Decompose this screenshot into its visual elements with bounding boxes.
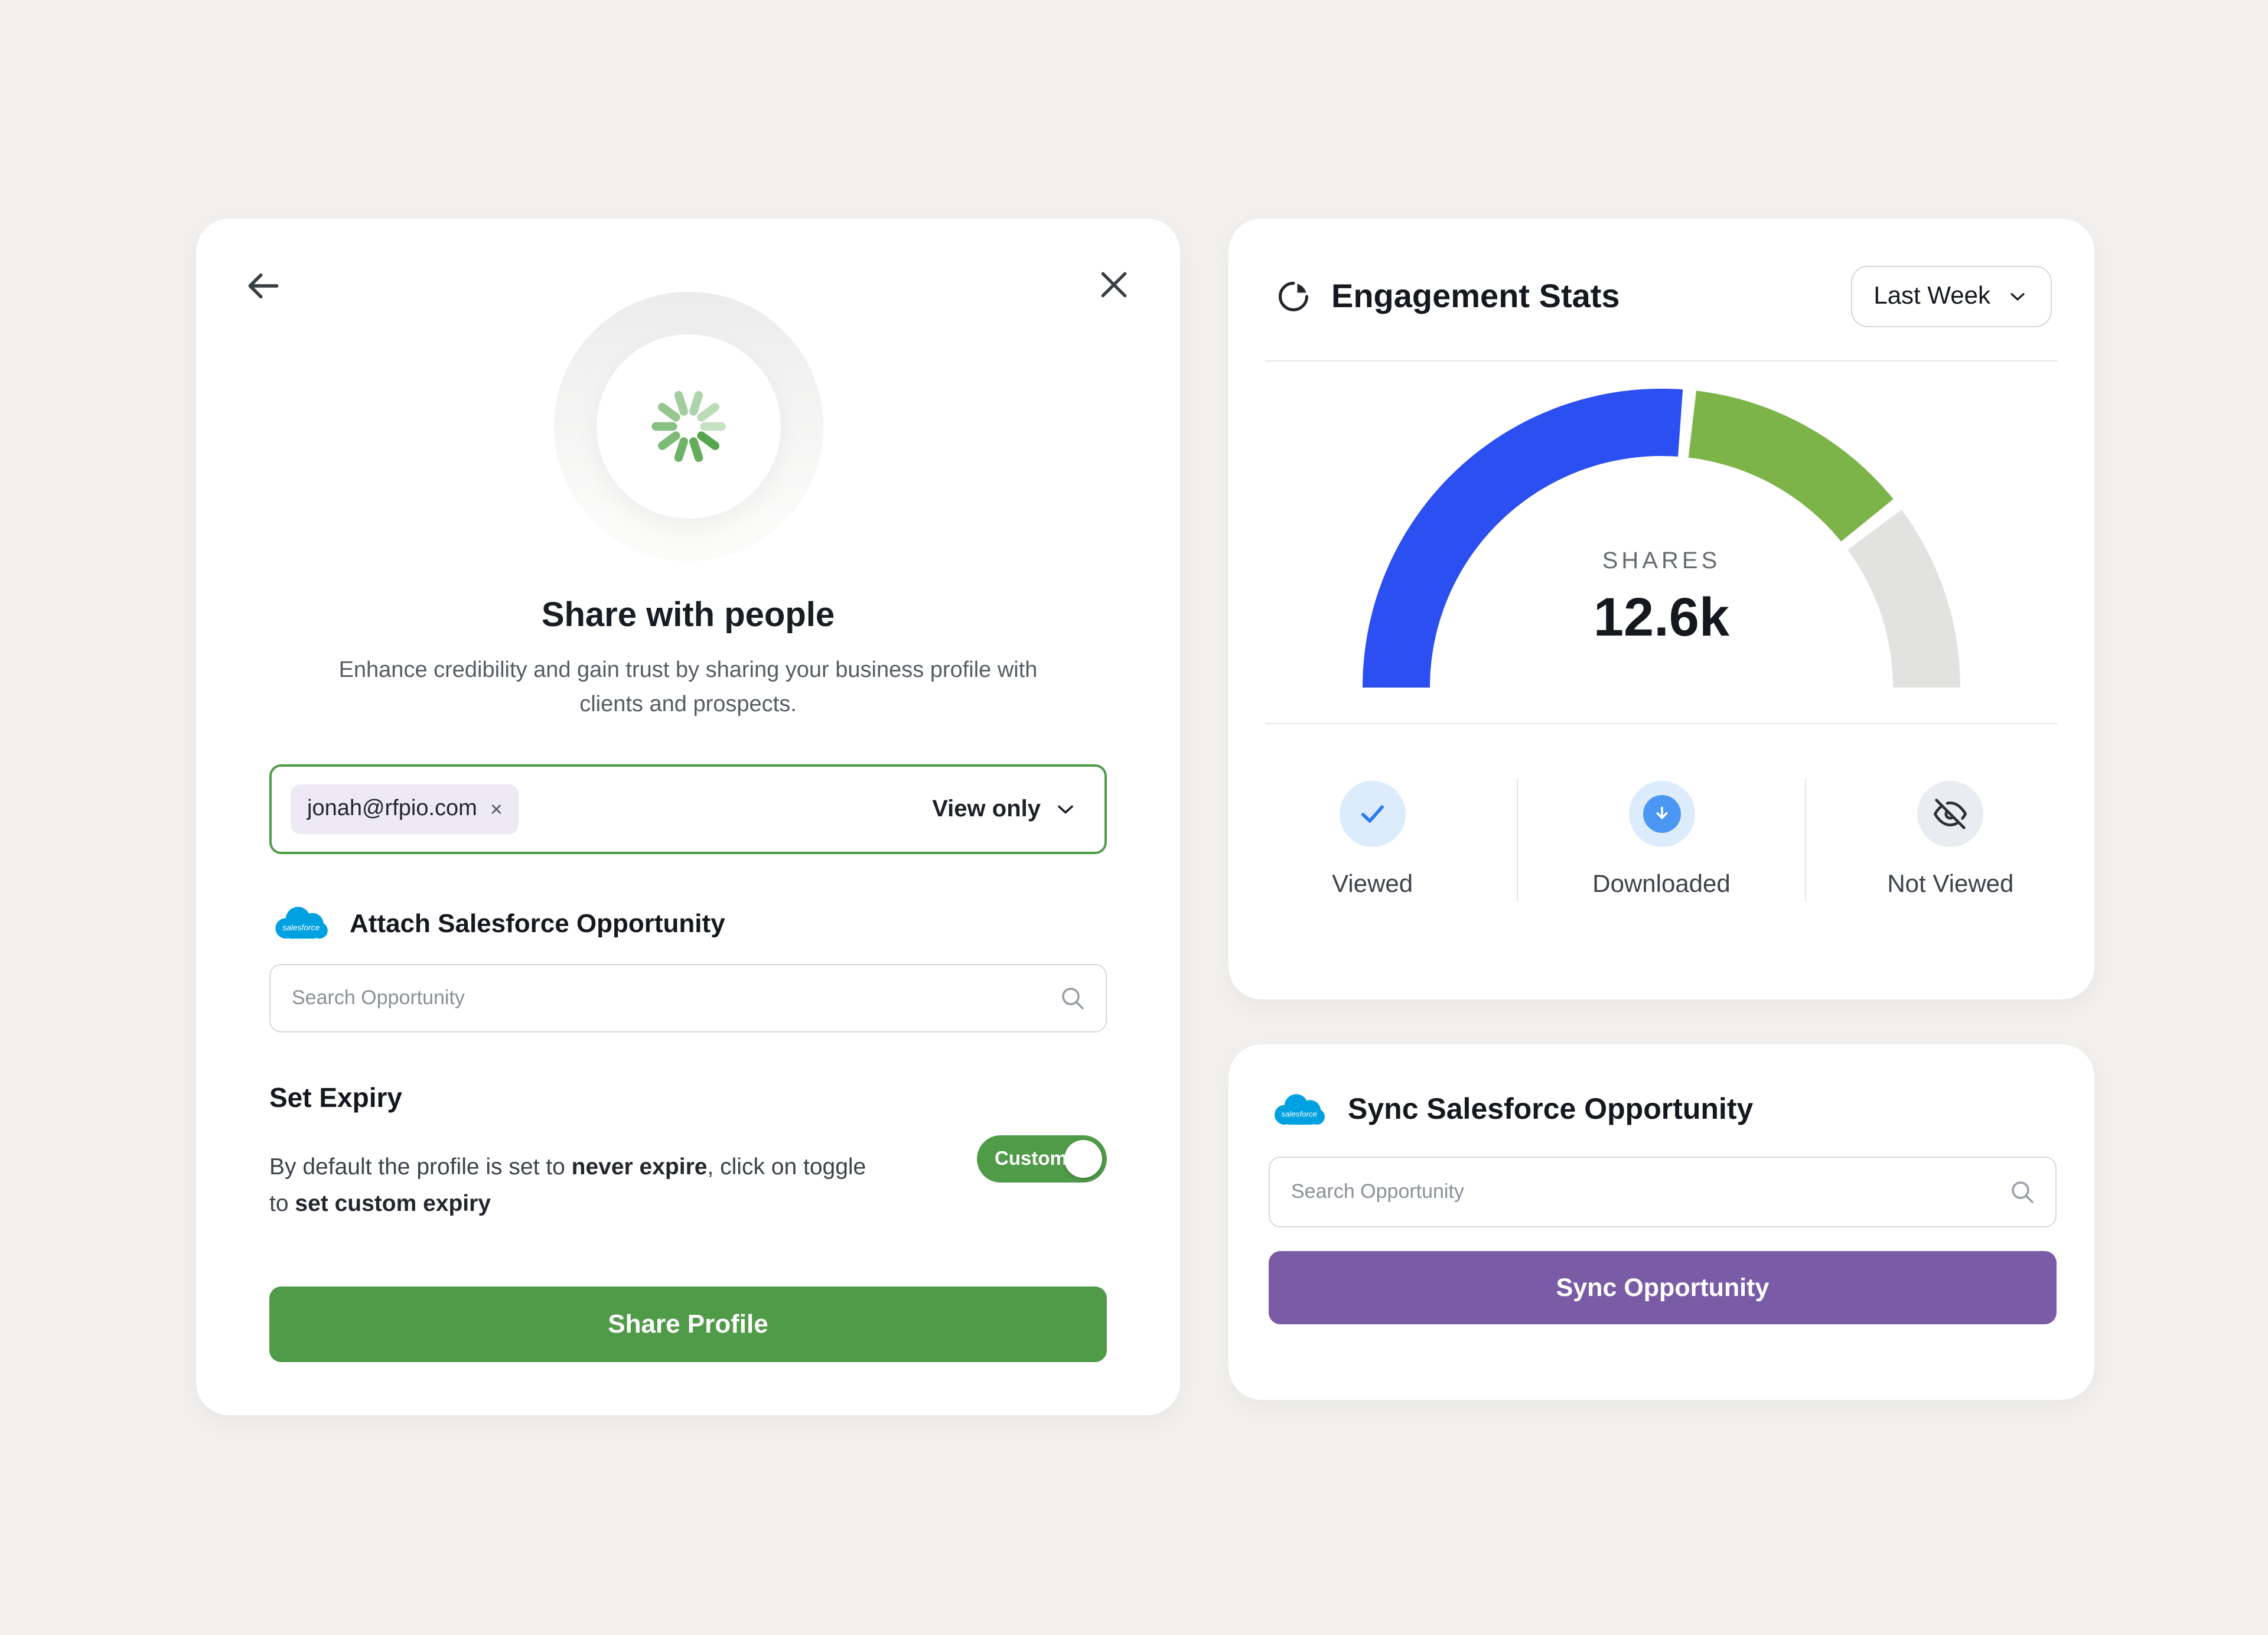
salesforce-logo-icon: salesforce	[275, 907, 328, 939]
share-modal-title: Share with people	[541, 597, 835, 634]
range-value: Last Week	[1873, 282, 1990, 310]
download-arrow-icon	[1656, 806, 1667, 819]
engagement-stats-card: Engagement Stats Last Week SHARES 12.6k	[1228, 219, 2094, 999]
permission-select[interactable]: View only	[925, 794, 1086, 824]
sync-salesforce-card: salesforce Sync Salesforce Opportunity S…	[1228, 1044, 2094, 1400]
recipient-chip: jonah@rfpio.com ×	[291, 784, 519, 834]
remove-recipient-icon[interactable]: ×	[490, 797, 503, 821]
opportunity-search-input[interactable]	[269, 964, 1107, 1033]
recipient-email: jonah@rfpio.com	[307, 796, 477, 821]
sync-card-title: Sync Salesforce Opportunity	[1348, 1093, 1754, 1126]
opportunity-search	[269, 964, 1107, 1033]
close-button[interactable]	[1095, 266, 1133, 304]
search-icon	[1062, 988, 1084, 1009]
attach-salesforce-label: Attach Salesforce Opportunity	[350, 908, 725, 937]
stat-downloaded: Downloaded	[1517, 781, 1805, 899]
arrow-left-icon	[248, 273, 279, 299]
download-circle-icon	[1643, 795, 1680, 833]
attach-salesforce-row: salesforce Attach Salesforce Opportunity	[269, 901, 1107, 945]
set-expiry-heading: Set Expiry	[269, 1082, 402, 1113]
spinner-icon	[651, 390, 725, 463]
share-modal-description: Enhance credibility and gain trust by sh…	[338, 658, 1038, 716]
loading-badge	[553, 292, 823, 561]
back-button[interactable]	[243, 266, 284, 306]
stat-not-viewed: Not Viewed	[1807, 781, 2094, 899]
salesforce-logo-icon: salesforce	[1275, 1094, 1325, 1125]
stats-row: Viewed Downloaded	[1228, 727, 2094, 953]
vertical-divider	[1805, 779, 1807, 901]
check-icon	[1361, 805, 1384, 823]
share-profile-button[interactable]: Share Profile	[269, 1286, 1107, 1363]
expiry-description: By default the profile is set to never e…	[269, 1149, 878, 1223]
engagement-gauge	[1363, 389, 1960, 688]
expiry-text-bold-1: never expire	[571, 1154, 708, 1180]
divider	[1265, 723, 2058, 724]
stat-label-viewed: Viewed	[1332, 871, 1413, 898]
toggle-knob	[1064, 1140, 1102, 1178]
stat-viewed: Viewed	[1228, 781, 1516, 899]
sync-opportunity-search-input[interactable]	[1269, 1157, 2057, 1227]
sync-opportunity-button[interactable]: Sync Opportunity	[1269, 1251, 2057, 1324]
toggle-label: Custom	[995, 1148, 1067, 1169]
stat-label-not-viewed: Not Viewed	[1887, 871, 2014, 898]
expiry-row: By default the profile is set to never e…	[269, 1126, 1107, 1246]
recipient-input[interactable]: jonah@rfpio.com × View only	[269, 764, 1107, 854]
sync-header: salesforce Sync Salesforce Opportunity	[1269, 1089, 2057, 1131]
permission-value: View only	[932, 796, 1041, 822]
share-modal: Share with people Enhance credibility an…	[196, 219, 1180, 1415]
vertical-divider	[1516, 779, 1518, 901]
expiry-text-1: By default the profile is set to	[269, 1154, 572, 1180]
chevron-down-icon	[2010, 293, 2025, 301]
loading-badge-inner	[596, 334, 780, 519]
svg-text:salesforce: salesforce	[282, 923, 320, 932]
chevron-down-icon	[1058, 805, 1073, 814]
expiry-text-bold-2: set custom expiry	[295, 1191, 491, 1217]
viewed-icon-badge	[1339, 781, 1406, 847]
divider	[1265, 360, 2058, 361]
custom-expiry-toggle[interactable]: Custom	[977, 1135, 1107, 1183]
engagement-header: Engagement Stats Last Week	[1228, 219, 2094, 327]
not-viewed-icon-badge	[1917, 781, 1984, 847]
downloaded-icon-badge	[1628, 781, 1695, 847]
svg-text:salesforce: salesforce	[1281, 1110, 1317, 1119]
expiry-text-2: , click on toggle to	[269, 1154, 866, 1217]
close-icon	[1101, 272, 1127, 298]
pie-chart-icon	[1279, 282, 1308, 311]
sync-opportunity-search	[1269, 1157, 2057, 1227]
stat-label-downloaded: Downloaded	[1592, 871, 1731, 898]
engagement-title: Engagement Stats	[1331, 278, 1620, 314]
search-icon	[2012, 1181, 2034, 1203]
shares-gauge-box: SHARES 12.6k	[1228, 369, 2094, 723]
range-selector[interactable]: Last Week	[1851, 266, 2052, 327]
eye-off-icon	[1934, 799, 1967, 829]
